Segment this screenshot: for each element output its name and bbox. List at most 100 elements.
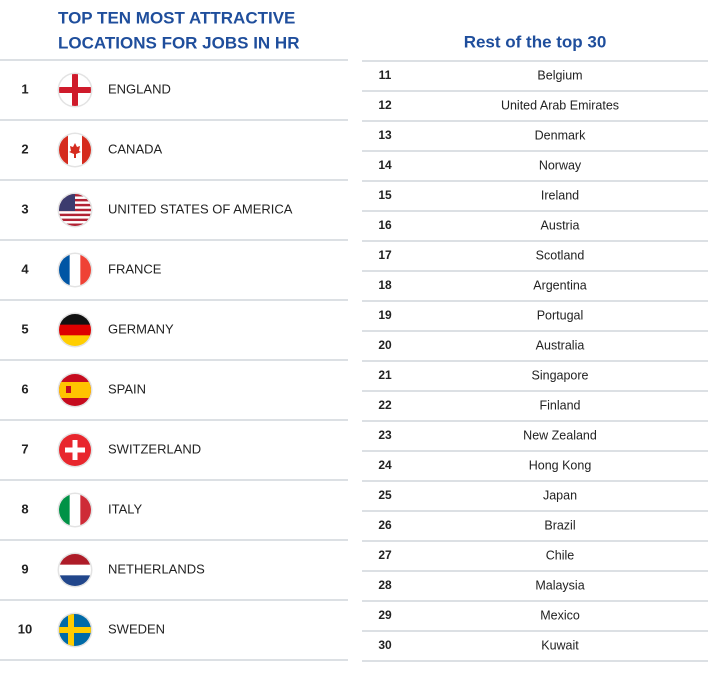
rank: 21: [378, 368, 392, 382]
rank: 12: [378, 98, 392, 112]
rank: 25: [378, 488, 392, 502]
country: Japan: [543, 488, 577, 502]
country: Australia: [536, 338, 585, 352]
rank: 1: [21, 81, 28, 96]
country: Ireland: [541, 188, 579, 202]
flag-part: [59, 213, 91, 217]
left-title: TOP TEN MOST ATTRACTIVE: [58, 8, 295, 27]
flag-part: [80, 254, 91, 286]
country: UNITED STATES OF AMERICA: [108, 201, 293, 216]
flag: [59, 494, 91, 526]
country: SWITZERLAND: [108, 441, 201, 456]
left-title: LOCATIONS FOR JOBS IN HR: [58, 33, 299, 52]
flag-part: [82, 134, 91, 166]
rank: 16: [378, 218, 392, 232]
country: ITALY: [108, 501, 143, 516]
right-title: Rest of the top 30: [464, 32, 607, 51]
flag: [59, 314, 91, 346]
rank: 10: [18, 621, 32, 636]
country: New Zealand: [523, 428, 597, 442]
flag: [59, 254, 91, 286]
flag-part: [59, 564, 91, 576]
rank: 5: [21, 321, 28, 336]
country: Hong Kong: [529, 458, 592, 472]
country: Malaysia: [535, 578, 584, 592]
flag-part: [80, 494, 91, 526]
rank: 11: [379, 68, 392, 82]
rank: 14: [378, 158, 392, 172]
rank: 15: [378, 188, 392, 202]
rank: 20: [378, 338, 392, 352]
flag-part: [59, 382, 91, 398]
flag: [59, 554, 91, 586]
flag-part: [59, 314, 91, 325]
flag: [59, 614, 91, 646]
rank: 13: [378, 128, 392, 142]
flag: [59, 74, 91, 106]
flag-part: [72, 74, 78, 106]
rank: 4: [21, 261, 29, 276]
flag-part: [69, 143, 81, 158]
flag-part: [59, 335, 91, 346]
rank: 9: [21, 561, 28, 576]
country: ENGLAND: [108, 81, 171, 96]
country: Austria: [541, 218, 580, 232]
rank: 26: [378, 518, 392, 532]
flag-part: [59, 134, 68, 166]
country: Brazil: [544, 518, 575, 532]
flag: [59, 434, 91, 466]
flag: [59, 194, 91, 226]
flag-part: [59, 324, 91, 336]
flag-part: [59, 223, 91, 226]
flag-part: [59, 221, 91, 224]
flag-part: [59, 254, 70, 286]
flag-part: [59, 216, 91, 219]
country: United Arab Emirates: [501, 98, 619, 112]
country: Portugal: [537, 308, 584, 322]
country: Scotland: [536, 248, 585, 262]
rank: 3: [21, 201, 28, 216]
country: NETHERLANDS: [108, 561, 205, 576]
flag-part: [68, 614, 74, 646]
country: Chile: [546, 548, 575, 562]
flag-part: [59, 554, 91, 565]
flag-part: [59, 575, 91, 586]
flag-part: [59, 211, 91, 214]
country: Singapore: [532, 368, 589, 382]
flag: [59, 374, 91, 406]
country: Kuwait: [541, 638, 579, 652]
flag-part: [59, 218, 91, 222]
flag: [59, 134, 91, 166]
rank: 17: [378, 248, 392, 262]
country: GERMANY: [108, 321, 174, 336]
flag-part: [66, 386, 71, 393]
rank: 2: [21, 141, 28, 156]
country: Finland: [540, 398, 581, 412]
country: Mexico: [540, 608, 580, 622]
country: Norway: [539, 158, 582, 172]
flag-part: [65, 447, 85, 453]
rank: 18: [378, 278, 392, 292]
country: Argentina: [533, 278, 587, 292]
rank: 19: [378, 308, 392, 322]
rank: 24: [378, 458, 392, 472]
country: FRANCE: [108, 261, 162, 276]
country: Denmark: [535, 128, 586, 142]
rank: 22: [378, 398, 392, 412]
rank: 8: [21, 501, 28, 516]
country: CANADA: [108, 141, 163, 156]
country: SPAIN: [108, 381, 146, 396]
rank: 27: [378, 548, 392, 562]
rank: 28: [378, 578, 392, 592]
rank: 23: [378, 428, 392, 442]
rank: 29: [378, 608, 392, 622]
country: Belgium: [537, 68, 582, 82]
rank: 7: [21, 441, 28, 456]
rank: 30: [378, 638, 392, 652]
flag-part: [59, 627, 91, 633]
country: SWEDEN: [108, 621, 165, 636]
flag-part: [69, 494, 81, 526]
flag-part: [59, 494, 70, 526]
flag-part: [69, 254, 81, 286]
